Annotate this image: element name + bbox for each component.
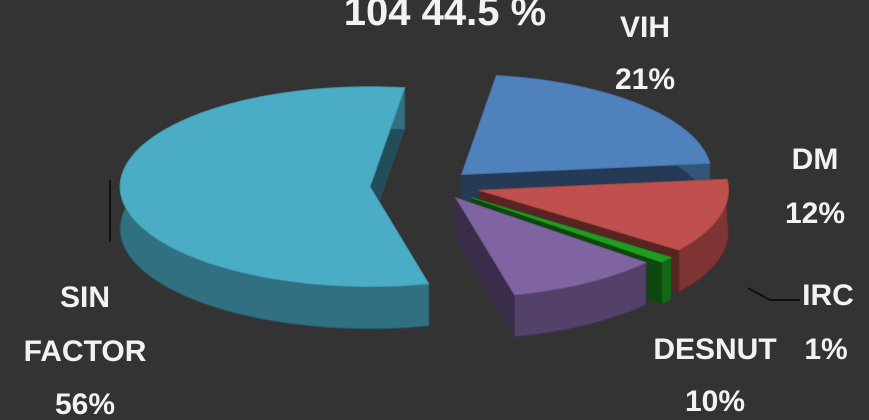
slice-label: DM — [791, 143, 839, 176]
slice — [119, 86, 430, 288]
slice — [471, 196, 673, 263]
value-label: 10% — [684, 385, 746, 418]
slice-label: VIH — [619, 11, 671, 44]
slice-label: DESNUT — [653, 333, 777, 366]
slice — [460, 74, 711, 176]
value-label: 12% — [784, 197, 846, 230]
slice-label: SIN FACTOR — [23, 281, 147, 368]
value-label: 1% — [804, 333, 848, 366]
slice-side — [661, 256, 672, 306]
leader-line — [747, 287, 800, 301]
slice — [454, 196, 648, 296]
value-label: 56% — [54, 388, 116, 420]
value-label: 21% — [614, 63, 676, 96]
chart-title: 104 44.5 % — [343, 0, 547, 34]
slice-label: IRC — [802, 279, 854, 312]
slice-wall — [455, 197, 515, 337]
slice — [478, 178, 730, 251]
